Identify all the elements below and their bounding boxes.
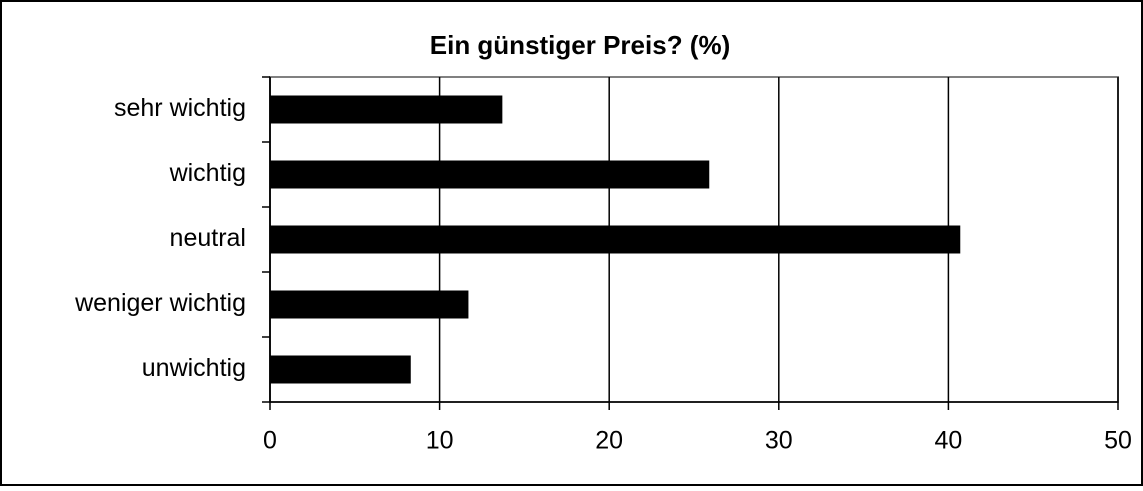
bar [270, 355, 411, 384]
y-tick-label: weniger wichtig [74, 289, 246, 317]
bar [270, 160, 710, 189]
bar [270, 225, 961, 254]
chart-title: Ein günstiger Preis? (%) [430, 30, 731, 60]
bar [270, 290, 469, 319]
x-tick-label: 50 [1104, 427, 1132, 455]
bar [270, 95, 503, 124]
x-tick-label: 10 [426, 427, 454, 455]
x-tick-label: 0 [263, 427, 277, 455]
x-tick-label: 20 [595, 427, 623, 455]
y-tick-label: sehr wichtig [114, 94, 246, 122]
y-tick-label: neutral [170, 224, 246, 252]
x-tick-label: 30 [765, 427, 793, 455]
y-tick-label: unwichtig [142, 354, 246, 382]
y-tick-label: wichtig [169, 159, 246, 187]
x-tick-label: 40 [934, 427, 962, 455]
